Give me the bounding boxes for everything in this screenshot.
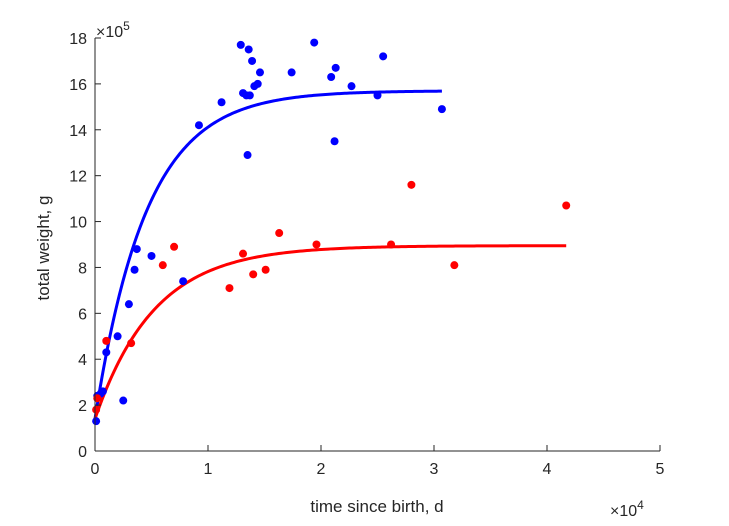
y-tick-label: 16 (69, 77, 87, 94)
data-point-series-2 (261, 265, 270, 274)
data-point-series-1 (245, 91, 254, 100)
x-tick-label: 5 (656, 461, 665, 478)
data-point-series-1 (98, 387, 107, 396)
data-point-series-2 (562, 201, 571, 210)
data-point-series-1 (244, 45, 253, 54)
x-tick-label: 3 (430, 461, 439, 478)
data-point-series-1 (132, 245, 141, 254)
data-point-series-1 (147, 251, 156, 260)
data-point-series-1 (253, 79, 262, 88)
data-point-series-2 (407, 180, 416, 189)
data-point-series-2 (102, 336, 111, 345)
y-axis-label: total weight, g (34, 196, 53, 301)
data-point-series-1 (327, 73, 336, 82)
y-tick-label: 12 (69, 169, 87, 186)
x-tick-label: 0 (91, 461, 100, 478)
y-tick-label: 4 (78, 352, 87, 369)
data-point-series-1 (437, 105, 446, 114)
data-point-series-2 (127, 339, 136, 348)
data-point-series-1 (255, 68, 264, 77)
data-point-series-1 (310, 38, 319, 47)
data-point-series-2 (93, 394, 102, 403)
data-point-series-2 (170, 242, 179, 251)
data-point-series-1 (113, 332, 122, 341)
data-point-series-1 (119, 396, 128, 405)
data-point-series-1 (102, 348, 111, 357)
data-point-series-2 (239, 249, 248, 258)
data-point-series-1 (124, 300, 133, 309)
y-tick-label: 6 (78, 306, 87, 323)
data-point-series-1 (379, 52, 388, 61)
data-point-series-2 (275, 229, 284, 238)
data-point-series-1 (287, 68, 296, 77)
data-point-series-1 (331, 63, 340, 72)
y-exponent-label: ×105 (96, 19, 130, 41)
data-point-series-1 (243, 151, 252, 160)
data-point-series-1 (130, 265, 139, 274)
y-tick-label: 14 (69, 123, 87, 140)
fit-line-series-1 (93, 89, 442, 420)
x-tick-label: 4 (543, 461, 552, 478)
fit-line-series-2 (93, 244, 567, 420)
data-point-series-2 (387, 240, 396, 249)
x-axis-label: time since birth, d (310, 497, 443, 516)
y-tick-label: 8 (78, 260, 87, 277)
data-point-series-2 (92, 405, 101, 414)
data-point-series-2 (225, 284, 234, 293)
data-point-series-1 (330, 137, 339, 146)
x-tick-label: 2 (317, 461, 326, 478)
data-point-series-2 (450, 261, 459, 270)
data-point-series-1 (248, 56, 257, 65)
data-point-series-2 (158, 261, 167, 270)
data-point-series-2 (312, 240, 321, 249)
data-point-series-1 (217, 98, 226, 107)
data-points (92, 38, 571, 426)
x-exponent-label: ×104 (610, 498, 644, 520)
y-tick-label: 0 (78, 444, 87, 461)
data-point-series-1 (236, 40, 245, 49)
data-point-series-1 (373, 91, 382, 100)
y-tick-label: 18 (69, 31, 87, 48)
data-point-series-1 (92, 417, 101, 426)
y-tick-label: 10 (69, 215, 87, 232)
x-tick-label: 1 (204, 461, 213, 478)
data-point-series-1 (194, 121, 203, 130)
y-tick-label: 2 (78, 398, 87, 415)
data-point-series-1 (179, 277, 188, 286)
data-point-series-1 (347, 82, 356, 91)
fit-curves (93, 89, 567, 420)
data-point-series-2 (249, 270, 258, 279)
